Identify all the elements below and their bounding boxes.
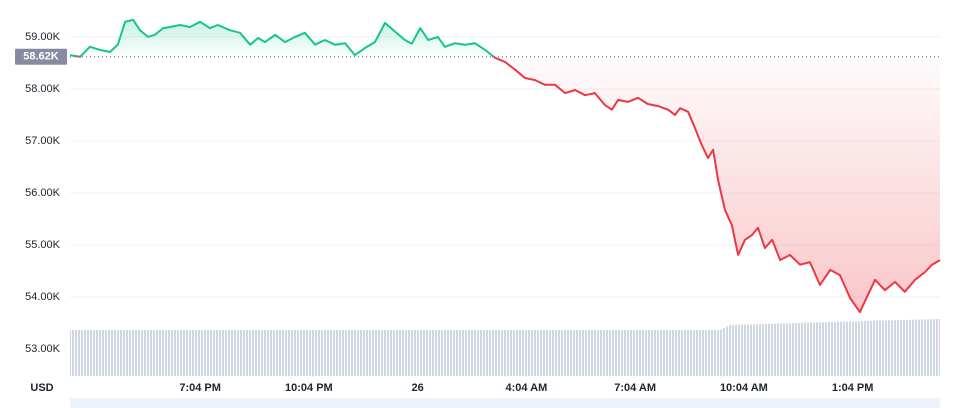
y-tick-label: 56.00K — [25, 187, 61, 199]
volume-bars — [70, 319, 940, 376]
x-tick-label: 26 — [412, 382, 424, 394]
y-tick-label: 58.00K — [25, 83, 61, 95]
currency-label: USD — [30, 382, 53, 394]
x-tick-label: 10:04 AM — [720, 382, 768, 394]
price-line — [69, 18, 941, 314]
y-tick-label: 54.00K — [25, 291, 61, 303]
price-area — [70, 19, 940, 313]
x-tick-label: 7:04 AM — [614, 382, 656, 394]
x-tick-label: 10:04 PM — [285, 382, 333, 394]
y-tick-label: 53.00K — [25, 343, 61, 355]
x-tick-label: 1:04 PM — [832, 382, 874, 394]
baseline-label-box — [15, 48, 67, 65]
navigator — [70, 398, 940, 408]
baseline-label: 58.62K — [23, 51, 59, 63]
y-tick-label: 59.00K — [25, 31, 61, 43]
x-tick-label: 4:04 AM — [505, 382, 547, 394]
y-tick-label: 55.00K — [25, 239, 61, 251]
x-tick-label: 7:04 PM — [179, 382, 221, 394]
y-tick-label: 57.00K — [25, 135, 61, 147]
plot — [69, 18, 941, 314]
